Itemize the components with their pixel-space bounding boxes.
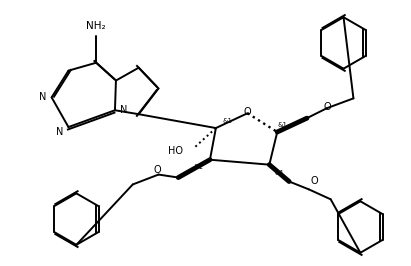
- Text: NH₂: NH₂: [86, 21, 106, 31]
- Text: N: N: [120, 105, 127, 115]
- Text: &1: &1: [274, 170, 284, 176]
- Text: O: O: [154, 165, 162, 174]
- Text: &1: &1: [277, 122, 287, 128]
- Text: N: N: [56, 127, 63, 137]
- Text: &1: &1: [193, 164, 203, 170]
- Text: &1: &1: [223, 118, 233, 124]
- Text: HO: HO: [168, 146, 183, 156]
- Text: O: O: [324, 102, 332, 112]
- Text: N: N: [39, 92, 46, 102]
- Text: O: O: [244, 107, 252, 117]
- Text: O: O: [310, 176, 318, 186]
